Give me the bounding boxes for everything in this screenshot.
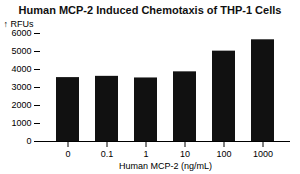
svg-text:0: 0 bbox=[65, 149, 70, 159]
svg-text:↑ RFUs: ↑ RFUs bbox=[4, 19, 34, 29]
svg-text:1: 1 bbox=[143, 149, 148, 159]
svg-text:6000: 6000 bbox=[11, 28, 31, 38]
html-text:Human MCP-2 Induced Chemotaxis: Human MCP-2 Induced Chemotaxis of THP-1 … bbox=[18, 4, 282, 16]
svg-text:3000: 3000 bbox=[11, 82, 31, 92]
svg-text:0.1: 0.1 bbox=[101, 149, 114, 159]
svg-text:4000: 4000 bbox=[11, 64, 31, 74]
svg-text:0: 0 bbox=[26, 136, 31, 146]
svg-text:10: 10 bbox=[180, 149, 190, 159]
svg-text:5000: 5000 bbox=[11, 46, 31, 56]
svg-text:Human MCP-2 (ng/mL): Human MCP-2 (ng/mL) bbox=[119, 161, 212, 171]
svg-text:100: 100 bbox=[216, 149, 231, 159]
svg-text:1000: 1000 bbox=[253, 149, 273, 159]
svg-text:2000: 2000 bbox=[11, 100, 31, 110]
svg-text:1000: 1000 bbox=[11, 118, 31, 128]
